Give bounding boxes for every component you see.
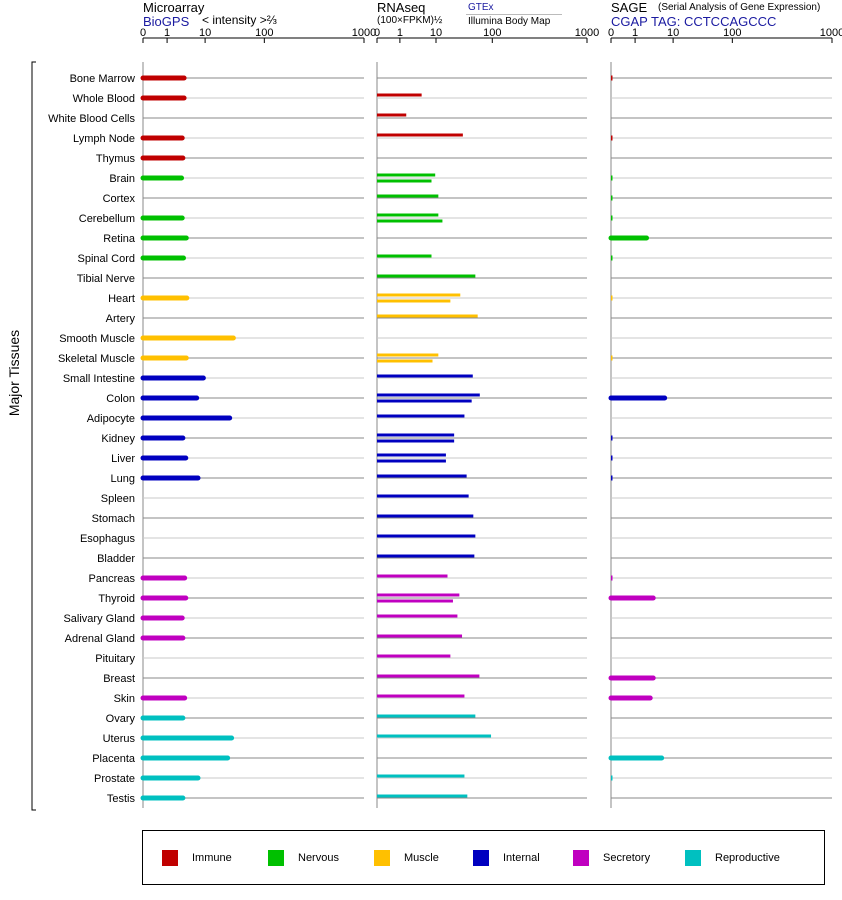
tissue-label-esophagus: Esophagus bbox=[80, 533, 136, 545]
x-tick-label-microarray-10: 10 bbox=[199, 27, 211, 39]
tissue-label-salivary-gland: Salivary Gland bbox=[63, 613, 135, 625]
rnaseq-source-divider bbox=[466, 14, 562, 15]
legend-swatch-immune bbox=[162, 850, 178, 866]
tissue-label-spinal-cord: Spinal Cord bbox=[78, 253, 135, 265]
tissue-label-thyroid: Thyroid bbox=[98, 593, 135, 605]
tissue-label-small-intestine: Small Intestine bbox=[63, 373, 135, 385]
legend-item-internal: Internal bbox=[473, 850, 540, 866]
x-tick-label-rnaseq-1000: 1000 bbox=[575, 27, 599, 39]
legend-swatch-internal bbox=[473, 850, 489, 866]
tissue-label-pancreas: Pancreas bbox=[89, 573, 136, 585]
x-tick-label-microarray-1: 1 bbox=[164, 27, 170, 39]
legend-label-internal: Internal bbox=[503, 852, 540, 864]
legend-swatch-nervous bbox=[268, 850, 284, 866]
tissue-label-tibial-nerve: Tibial Nerve bbox=[77, 273, 135, 285]
legend-item-secretory: Secretory bbox=[573, 850, 650, 866]
rnaseq-unit-label: (100×FPKM)½ bbox=[377, 15, 443, 26]
tissue-label-retina: Retina bbox=[103, 233, 136, 245]
sage-tag-label: CGAP TAG: CCTCCAGCCC bbox=[611, 14, 777, 29]
tissue-label-breast: Breast bbox=[103, 673, 135, 685]
rnaseq-source-ibm: Illumina Body Map bbox=[468, 16, 551, 27]
x-tick-label-sage-1: 1 bbox=[632, 27, 638, 39]
legend: Immune Nervous Muscle Internal Secretory… bbox=[142, 830, 825, 885]
x-tick-label-rnaseq-100: 100 bbox=[483, 27, 501, 39]
tissue-label-skin: Skin bbox=[114, 693, 135, 705]
tissue-label-lymph-node: Lymph Node bbox=[73, 133, 135, 145]
tissue-label-adipocyte: Adipocyte bbox=[87, 413, 135, 425]
tissue-label-artery: Artery bbox=[106, 313, 136, 325]
legend-item-muscle: Muscle bbox=[374, 850, 439, 866]
x-tick-label-sage-100: 100 bbox=[723, 27, 741, 39]
tissue-label-whole-blood: Whole Blood bbox=[73, 93, 135, 105]
sage-title: SAGE bbox=[611, 0, 648, 15]
x-tick-label-sage-10: 10 bbox=[667, 27, 679, 39]
x-tick-label-rnaseq-1: 1 bbox=[397, 27, 403, 39]
legend-label-muscle: Muscle bbox=[404, 852, 439, 864]
tissue-label-cortex: Cortex bbox=[103, 193, 136, 205]
legend-label-secretory: Secretory bbox=[603, 852, 651, 864]
legend-label-reproductive: Reproductive bbox=[715, 852, 780, 864]
legend-item-reproductive: Reproductive bbox=[685, 850, 780, 866]
tissue-label-bone-marrow: Bone Marrow bbox=[70, 73, 135, 85]
x-tick-label-rnaseq-10: 10 bbox=[430, 27, 442, 39]
legend-item-nervous: Nervous bbox=[268, 850, 339, 866]
tissue-label-colon: Colon bbox=[106, 393, 135, 405]
microarray-scale-label: < intensity >⅔ bbox=[202, 13, 277, 27]
tissue-label-liver: Liver bbox=[111, 453, 135, 465]
tissue-label-skeletal-muscle: Skeletal Muscle bbox=[58, 353, 135, 365]
legend-swatch-secretory bbox=[573, 850, 589, 866]
tissue-label-placenta: Placenta bbox=[92, 753, 136, 765]
legend-label-immune: Immune bbox=[192, 852, 232, 864]
tissue-label-prostate: Prostate bbox=[94, 773, 135, 785]
tissue-label-brain: Brain bbox=[109, 173, 135, 185]
y-axis-label: Major Tissues bbox=[6, 329, 22, 417]
tissue-label-ovary: Ovary bbox=[106, 713, 136, 725]
tissue-label-kidney: Kidney bbox=[101, 433, 135, 445]
tissue-label-smooth-muscle: Smooth Muscle bbox=[59, 333, 135, 345]
tissue-label-stomach: Stomach bbox=[92, 513, 135, 525]
rnaseq-title: RNAseq bbox=[377, 0, 426, 15]
tissue-label-lung: Lung bbox=[111, 473, 135, 485]
x-tick-label-microarray-0: 0 bbox=[140, 27, 146, 39]
tissue-label-adrenal-gland: Adrenal Gland bbox=[65, 633, 135, 645]
tissues-bracket bbox=[31, 61, 36, 811]
sage-subtitle: (Serial Analysis of Gene Expression) bbox=[658, 2, 821, 13]
legend-item-immune: Immune bbox=[162, 850, 232, 866]
x-tick-label-rnaseq-0: 0 bbox=[374, 27, 380, 39]
tissue-label-heart: Heart bbox=[108, 293, 135, 305]
tissue-label-spleen: Spleen bbox=[101, 493, 135, 505]
tissue-label-thymus: Thymus bbox=[96, 153, 136, 165]
legend-swatch-reproductive bbox=[685, 850, 701, 866]
tissue-label-testis: Testis bbox=[107, 793, 136, 805]
legend-swatch-muscle bbox=[374, 850, 390, 866]
tissue-label-uterus: Uterus bbox=[103, 733, 136, 745]
rnaseq-source-gtex: GTEx bbox=[468, 2, 494, 13]
tissue-label-pituitary: Pituitary bbox=[95, 653, 135, 665]
tissue-label-bladder: Bladder bbox=[97, 553, 135, 565]
x-tick-label-microarray-1000: 1000 bbox=[352, 27, 376, 39]
legend-label-nervous: Nervous bbox=[298, 852, 339, 864]
x-tick-label-microarray-100: 100 bbox=[255, 27, 273, 39]
tissue-label-cerebellum: Cerebellum bbox=[79, 213, 135, 225]
x-tick-label-sage-0: 0 bbox=[608, 27, 614, 39]
microarray-source: BioGPS bbox=[143, 14, 190, 29]
tissue-label-white-blood-cells: White Blood Cells bbox=[48, 113, 135, 125]
x-tick-label-sage-1000: 1000 bbox=[820, 27, 842, 39]
microarray-title: Microarray bbox=[143, 0, 205, 15]
